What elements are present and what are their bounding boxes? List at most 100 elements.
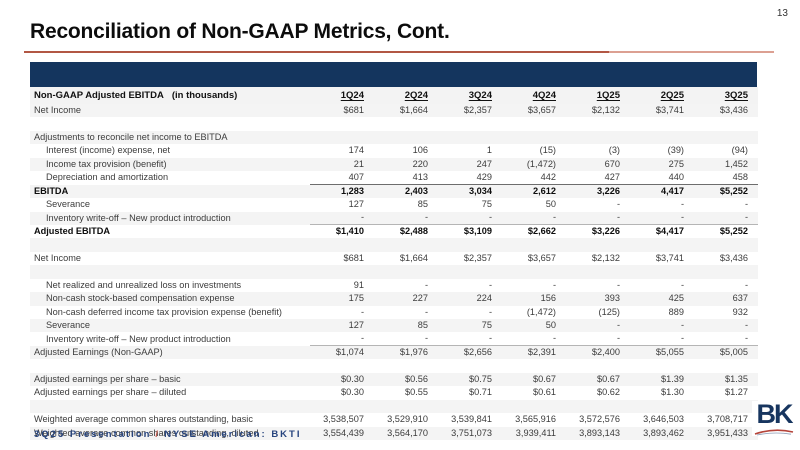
title-rule-divider: [24, 51, 774, 53]
cell-value: 127: [348, 320, 364, 331]
table-row: Inventory write-off – New product introd…: [30, 332, 758, 347]
cell-value: 50: [545, 320, 556, 331]
cell-value: 3,572,576: [579, 414, 620, 425]
row-label: Depreciation and amortization: [46, 172, 169, 183]
row-label: [30, 238, 310, 251]
row-label: EBITDA: [34, 185, 69, 196]
cell-value: -: [566, 332, 630, 347]
cell-value: -: [694, 332, 758, 347]
table-row: Adjustments to reconcile net income to E…: [30, 130, 758, 145]
row-label: Severance: [46, 199, 90, 210]
row-label: Interest (income) expense, net: [46, 145, 171, 156]
cell-value: 3,529,910: [387, 414, 428, 425]
cell-value: $5,252: [719, 226, 748, 237]
cell-value: [310, 117, 374, 130]
cell-value: -: [744, 320, 748, 331]
cell-value: $0.75: [469, 373, 492, 384]
table-row: Net Income $681 $1,664 $2,357 $3,657 $2,132 $3…: [30, 104, 758, 118]
cell-value: 670: [604, 158, 620, 169]
cell-value: $2,662: [527, 226, 556, 237]
cell-value: [694, 265, 758, 278]
cell-value: [630, 400, 694, 413]
cell-value: [694, 117, 758, 130]
cell-value: $2,357: [463, 105, 492, 116]
cell-value: 21: [353, 158, 364, 169]
table-row: Adjusted EBITDA $1,410 $2,488 $3,109 $2,662 $…: [30, 225, 758, 238]
table-row: Severance 127 85 75 50 - - -: [30, 319, 758, 333]
spacer-row: [30, 117, 758, 130]
cell-value: 637: [732, 293, 748, 304]
cell-value: $3,436: [719, 252, 748, 263]
table-row: Depreciation and amortization 407 413 429 44…: [30, 171, 758, 186]
cell-value: 3,565,916: [515, 414, 556, 425]
bk-logo-text: BK: [756, 399, 794, 429]
cell-value: (15): [539, 145, 556, 156]
cell-value: $681: [343, 252, 364, 263]
cell-value: 85: [417, 199, 428, 210]
cell-value: 3,034: [469, 185, 492, 196]
row-label: Net Income: [34, 252, 81, 263]
cell-value: [310, 265, 374, 278]
cell-value: $1,410: [335, 226, 364, 237]
cell-value: $2,656: [463, 347, 492, 358]
cell-value: -: [488, 306, 492, 317]
cell-value: $0.71: [469, 387, 492, 398]
cell-value: [566, 131, 630, 144]
slide-title: Reconciliation of Non-GAAP Metrics, Cont…: [30, 20, 450, 43]
cell-value: $5,055: [655, 347, 684, 358]
cell-value: $3,741: [655, 105, 684, 116]
cell-value: 3,939,411: [515, 427, 556, 438]
cell-value: [374, 131, 438, 144]
cell-value: 440: [630, 171, 694, 186]
column-header: 1Q25: [566, 87, 630, 104]
cell-value: 85: [417, 320, 428, 331]
cell-value: -: [360, 306, 364, 317]
cell-value: 425: [668, 293, 684, 304]
column-header: 4Q24: [502, 87, 566, 104]
cell-value: [694, 238, 758, 251]
cell-value: $0.67: [533, 373, 556, 384]
cell-value: -: [616, 279, 620, 290]
cell-value: $2,391: [527, 347, 556, 358]
cell-value: $4,417: [655, 226, 684, 237]
table-row: Adjusted earnings per share – basic $0.30…: [30, 372, 758, 387]
cell-value: $2,132: [591, 105, 620, 116]
cell-value: [374, 238, 438, 251]
table-row: Weighted average common shares outstandi…: [30, 413, 758, 426]
row-label: [30, 265, 310, 278]
footer: 3Q25 Presentation / NYSE American: BKTI: [34, 429, 301, 440]
footer-presentation-label: 3Q25 Presentation: [34, 429, 152, 440]
cell-value: -: [616, 199, 620, 210]
cell-value: -: [744, 199, 748, 210]
table-row: Net Income $681 $1,664 $2,357 $3,657 $2,132 $3…: [30, 252, 758, 265]
cell-value: [374, 265, 438, 278]
row-label: Net realized and unrealized loss on inve…: [46, 279, 242, 290]
table-row: Net realized and unrealized loss on inve…: [30, 279, 758, 292]
table-header-label: Non-GAAP Adjusted EBITDA (in thousands): [30, 87, 310, 104]
cell-value: -: [374, 332, 438, 347]
row-label: Severance: [46, 320, 90, 331]
cell-value: 3,893,462: [643, 427, 684, 438]
cell-value: 127: [348, 199, 364, 210]
cell-value: 224: [476, 293, 492, 304]
cell-value: $1,664: [399, 105, 428, 116]
cell-value: $1.39: [661, 373, 684, 384]
cell-value: -: [630, 211, 694, 226]
cell-value: $2,357: [463, 252, 492, 263]
cell-value: [502, 238, 566, 251]
row-label: [30, 359, 310, 372]
cell-value: [438, 131, 502, 144]
table-body: Net Income $681 $1,664 $2,357 $3,657 $2,132 $3…: [30, 104, 758, 440]
spacer-row: [30, 359, 758, 372]
bk-logo: BK: [752, 401, 796, 436]
row-label: Income tax provision (benefit): [46, 158, 167, 169]
cell-value: $3,436: [719, 105, 748, 116]
table-row: Weighted average common shares outstandi…: [30, 426, 758, 440]
bk-logo-swoosh-icon: [754, 429, 794, 436]
row-label: Adjusted Earnings (Non-GAAP): [34, 346, 163, 357]
row-label: Adjustments to reconcile net income to E…: [34, 131, 228, 142]
table-row: Income tax provision (benefit) 21 220 247 (1…: [30, 157, 758, 172]
footer-slash: /: [155, 429, 161, 440]
cell-value: 393: [604, 293, 620, 304]
cell-value: [630, 117, 694, 130]
